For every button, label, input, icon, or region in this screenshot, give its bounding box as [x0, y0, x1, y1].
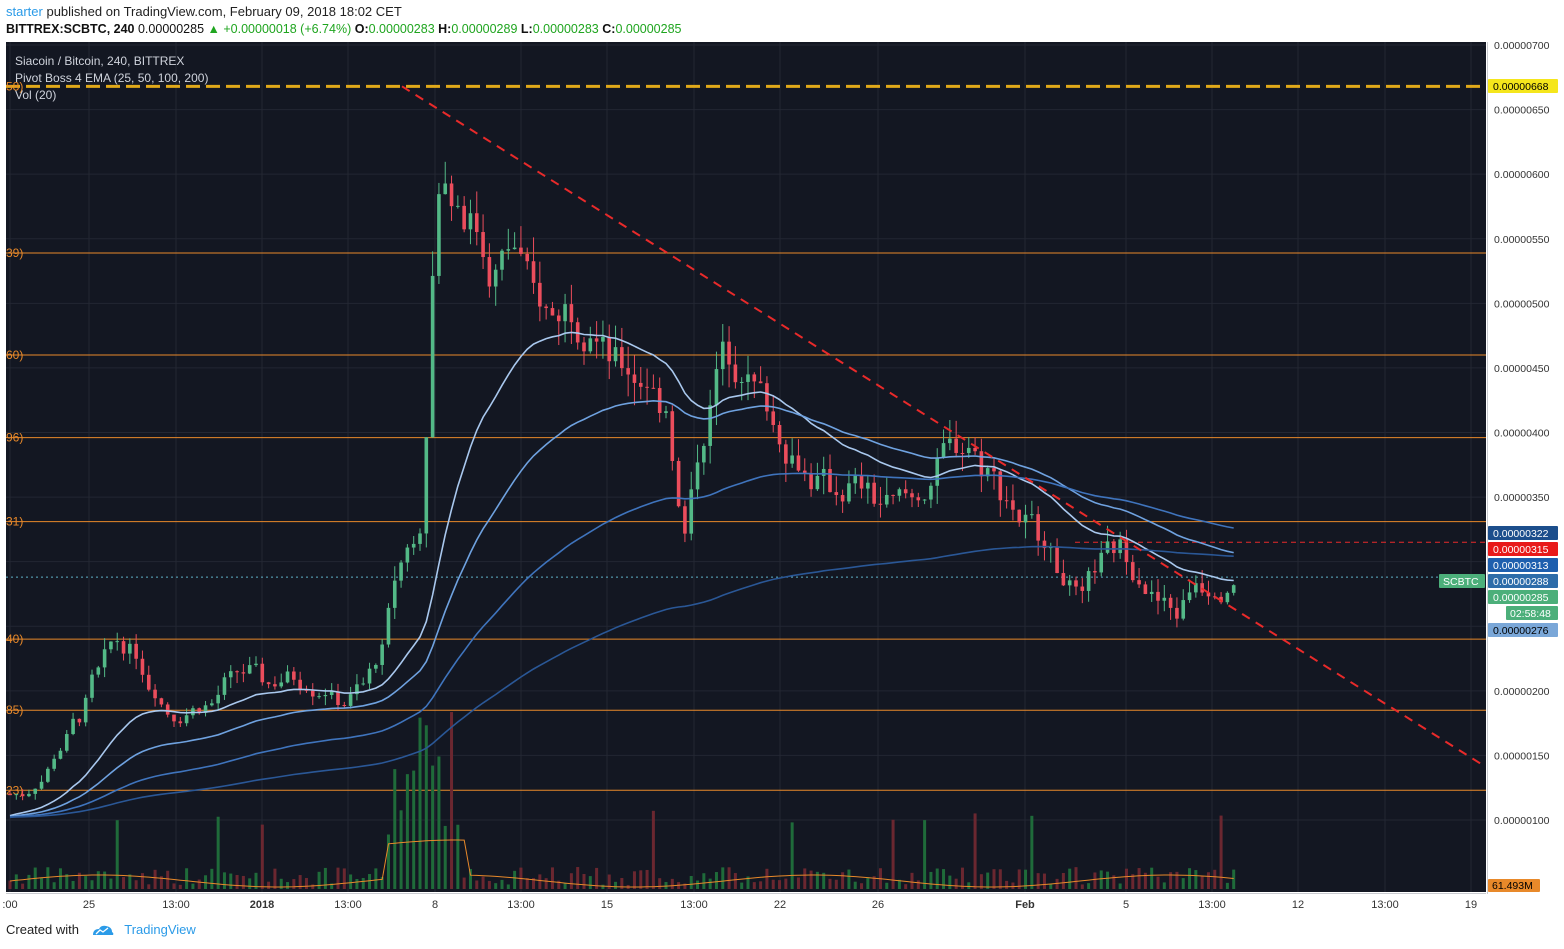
- publish-info: starter published on TradingView.com, Fe…: [6, 4, 402, 19]
- low-value: 0.00000283: [532, 22, 599, 36]
- chart-area[interactable]: [6, 42, 1486, 892]
- symbol-label: BITTREX:SCBTC, 240: [6, 22, 135, 36]
- legend-volume: Vol (20): [15, 88, 57, 102]
- publish-text: published on TradingView.com, February 0…: [46, 4, 402, 19]
- price-axis[interactable]: [1487, 42, 1564, 894]
- close-value: 0.00000285: [615, 22, 682, 36]
- high-value: 0.00000289: [451, 22, 518, 36]
- open-label: O:: [354, 22, 369, 36]
- header-bar: starter published on TradingView.com, Fe…: [0, 0, 1564, 42]
- chart-legend: Siacoin / Bitcoin, 240, BITTREX Pivot Bo…: [15, 53, 208, 104]
- price-change: ▲ +0.00000018 (+6.74%): [207, 22, 352, 36]
- footer: Created with TradingView: [6, 922, 196, 939]
- close-label: C:: [602, 22, 616, 36]
- legend-ema: Pivot Boss 4 EMA (25, 50, 100, 200): [15, 71, 209, 85]
- tradingview-brand[interactable]: TradingView: [124, 922, 196, 937]
- ohlc-info: BITTREX:SCBTC, 240 0.00000285 ▲ +0.00000…: [6, 22, 681, 36]
- author-link[interactable]: starter: [6, 4, 43, 19]
- tradingview-logo-icon: [91, 924, 115, 939]
- open-value: 0.00000283: [368, 22, 435, 36]
- low-label: L:: [520, 22, 533, 36]
- created-with: Created with: [6, 922, 79, 937]
- last-price: 0.00000285: [137, 22, 205, 36]
- legend-title: Siacoin / Bitcoin, 240, BITTREX: [15, 54, 185, 68]
- high-label: H:: [438, 22, 452, 36]
- time-axis[interactable]: [6, 893, 1486, 914]
